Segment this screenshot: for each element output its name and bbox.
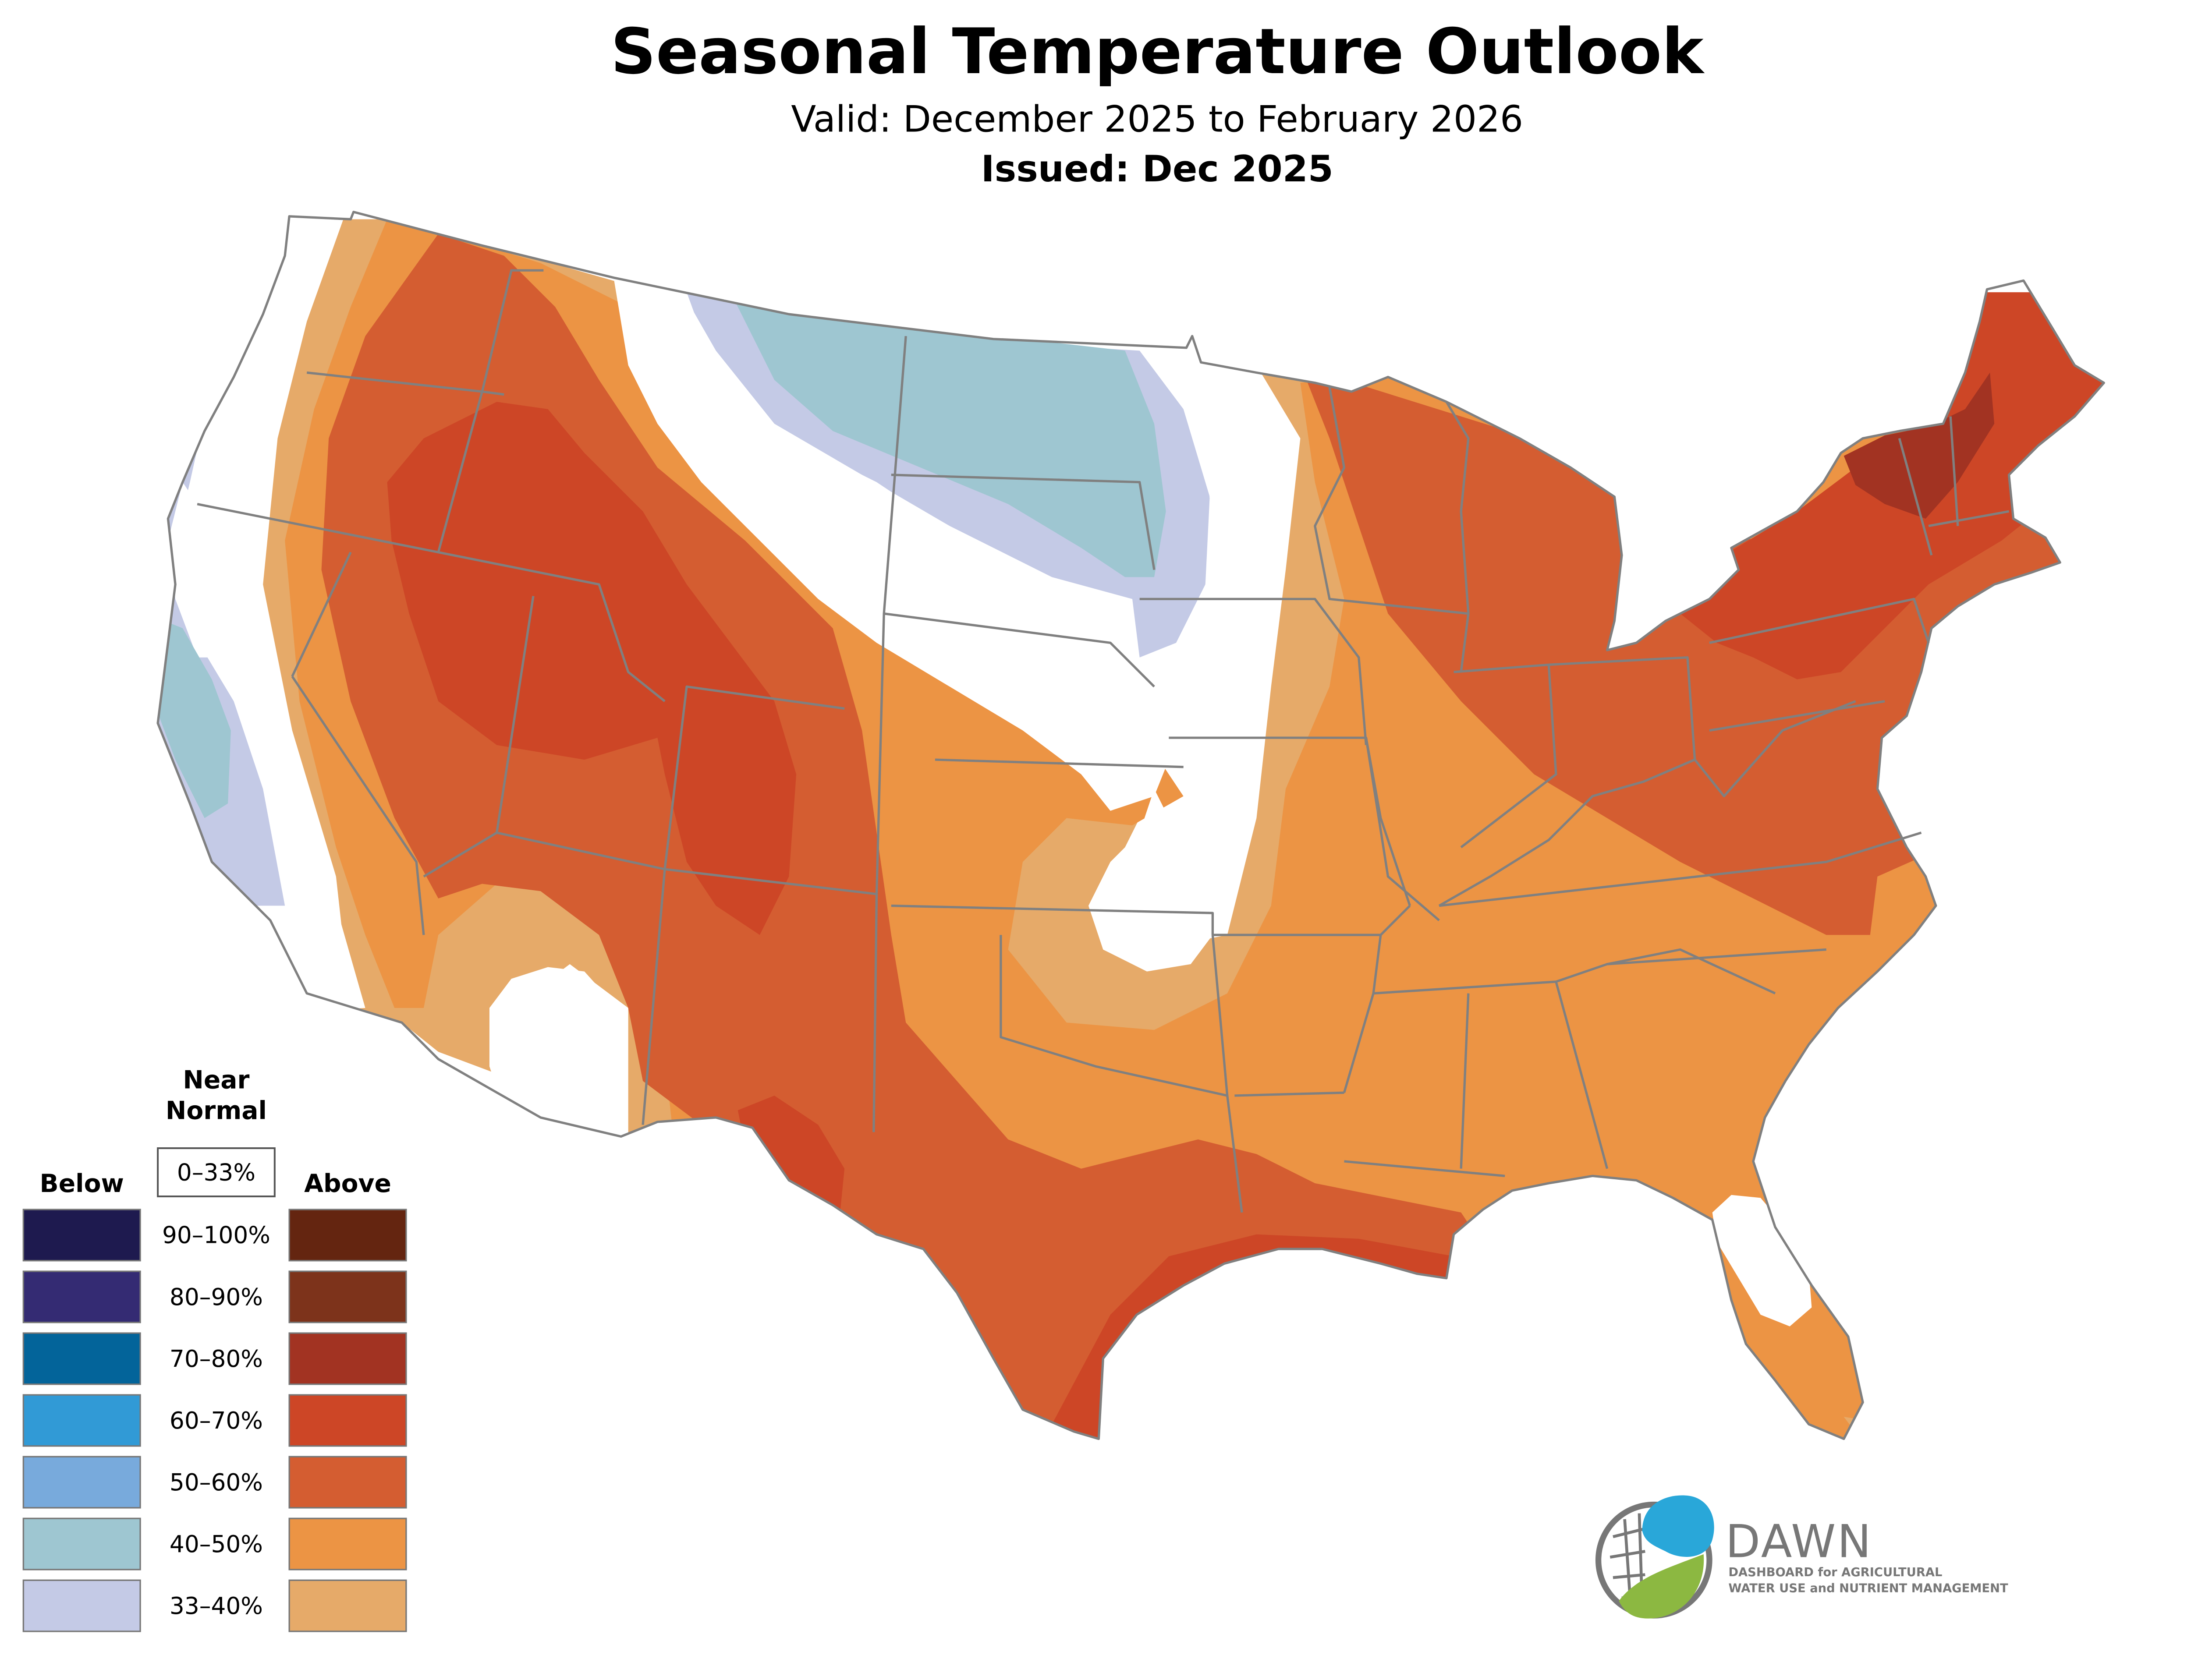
legend-range-label: 33–40%	[170, 1592, 263, 1620]
legend-range-label: 40–50%	[170, 1530, 263, 1558]
legend-rows: 90–100% 80–90% 70–80% 60–70% 50–60% 40–50% 33–…	[22, 1209, 407, 1632]
zone-normal-plains	[613, 277, 1271, 811]
legend-below-swatch	[22, 1517, 141, 1570]
logo-blue-drop	[1642, 1495, 1714, 1557]
legend-below-swatch	[22, 1579, 141, 1632]
logo-green-leaf	[1619, 1554, 1704, 1619]
legend-row: 33–40%	[22, 1579, 407, 1632]
zone-normal-arizona	[489, 967, 621, 1140]
legend-range-label: 60–70%	[170, 1407, 263, 1434]
legend-above-label: Above	[304, 1169, 391, 1198]
legend-above-swatch	[288, 1456, 407, 1509]
logo-tagline-line2: WATER USE and NUTRIENT MANAGEMENT	[1728, 1582, 2008, 1595]
legend-row: 70–80%	[22, 1332, 407, 1385]
legend-row: 50–60%	[22, 1456, 407, 1509]
zone-above-70-80	[1844, 372, 1995, 519]
legend-row: 40–50%	[22, 1517, 407, 1570]
legend-above-swatch	[288, 1332, 407, 1385]
map-subtitle: Valid: December 2025 to February 2026	[791, 98, 1523, 140]
legend-below-swatch	[22, 1270, 141, 1323]
legend-above-swatch	[288, 1394, 407, 1447]
legend-near-normal-swatch	[157, 1147, 276, 1198]
legend-range-label: 70–80%	[170, 1345, 263, 1372]
zone-above-60-70-texas	[737, 1095, 845, 1213]
legend-row: 80–90%	[22, 1270, 407, 1323]
legend-near-normal-line2: Normal	[166, 1096, 267, 1125]
dawn-emblem	[1595, 1495, 1714, 1619]
zone-below-40-50-coast	[158, 613, 231, 818]
legend-range-label: 90–100%	[162, 1221, 270, 1249]
zone-below-40-50-plains	[730, 292, 1166, 577]
legend-below-swatch	[22, 1456, 141, 1509]
logo-tagline-line1: DASHBOARD for AGRICULTURAL	[1728, 1566, 1942, 1579]
legend-near-normal-range: 0–33%	[177, 1158, 255, 1186]
legend-above-swatch	[288, 1270, 407, 1323]
state-borders	[158, 212, 2104, 1439]
legend-near-normal-line1: Near	[183, 1065, 249, 1094]
zone-normal-coast-inner	[168, 482, 220, 658]
legend-below-swatch	[22, 1332, 141, 1385]
legend-below-swatch	[22, 1209, 141, 1262]
legend-above-swatch	[288, 1209, 407, 1262]
us-map	[146, 212, 2118, 1461]
map-title: Seasonal Temperature Outlook	[611, 15, 1705, 88]
legend-above-swatch	[288, 1579, 407, 1632]
zone-normal-florida	[1712, 1195, 1812, 1326]
dawn-logo: DAWN DASHBOARD for AGRICULTURAL WATER US…	[1595, 1495, 2008, 1619]
legend-above-swatch	[288, 1517, 407, 1570]
zone-normal-ozark	[1088, 789, 1213, 972]
legend-below-label: Below	[40, 1169, 124, 1198]
legend: Near Normal 0–33% Below Above 90–100% 80–…	[22, 1065, 407, 1632]
legend-range-label: 50–60%	[170, 1468, 263, 1496]
legend-row: 90–100%	[22, 1209, 407, 1262]
legend-range-label: 80–90%	[170, 1283, 263, 1311]
legend-below-swatch	[22, 1394, 141, 1447]
zone-above-60-70-west	[387, 402, 797, 935]
issued-date: Issued: Dec 2025	[981, 148, 1333, 190]
probability-zones	[158, 219, 2104, 1439]
legend-row: 60–70%	[22, 1394, 407, 1447]
logo-name: DAWN	[1726, 1516, 1873, 1568]
